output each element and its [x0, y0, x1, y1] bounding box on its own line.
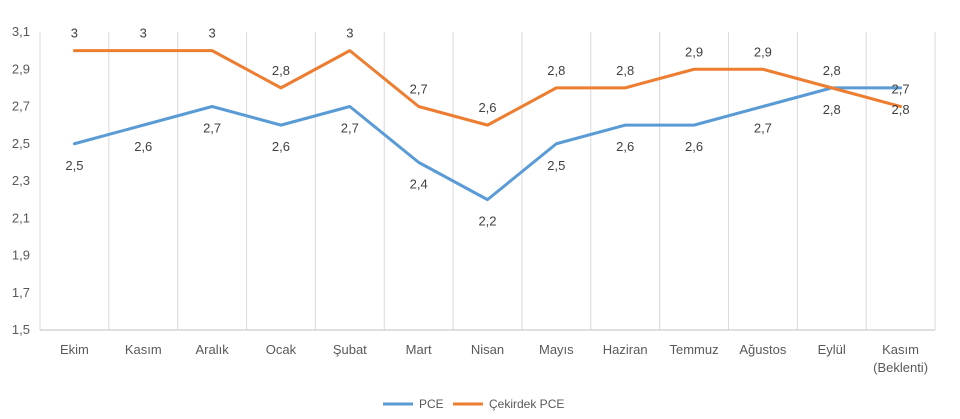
y-tick-label: 3,1 — [12, 24, 30, 39]
data-label: 2,8 — [892, 102, 910, 117]
data-label: 2,9 — [685, 44, 703, 59]
series-line--ekirdek-pce — [72, 49, 903, 127]
x-tick-label: Eylül — [818, 342, 846, 357]
x-tick-label: Ocak — [266, 342, 297, 357]
x-tick-label: Şubat — [333, 342, 367, 357]
data-label: 2,8 — [823, 63, 841, 78]
data-label: 3 — [140, 26, 147, 41]
data-label: 2,9 — [754, 44, 772, 59]
y-tick-label: 1,5 — [12, 322, 30, 337]
legend: PCE Çekirdek PCE — [383, 397, 564, 411]
grid-lines — [39, 32, 936, 330]
x-tick-label: Ekim — [60, 342, 89, 357]
data-label: 2,4 — [410, 176, 428, 191]
x-axis-ticks: Ekim Kasım Aralık Ocak Şubat Mart Nisan Mayıs Ha… — [60, 342, 928, 375]
y-tick-label: 2,7 — [12, 99, 30, 114]
data-label: 2,6 — [685, 139, 703, 154]
y-tick-label: 2,5 — [12, 136, 30, 151]
y-tick-label: 1,7 — [12, 285, 30, 300]
data-label: 2,7 — [754, 121, 772, 136]
y-tick-label: 2,1 — [12, 210, 30, 225]
x-tick-label: Kasım (Beklenti) — [873, 342, 928, 375]
data-label: 2,7 — [892, 82, 910, 97]
data-label: 2,8 — [547, 63, 565, 78]
x-tick-label: Temmuz — [669, 342, 718, 357]
data-label: 2,8 — [823, 102, 841, 117]
x-tick-label: Kasım — [125, 342, 162, 357]
y-tick-label: 2,3 — [12, 173, 30, 188]
y-axis-ticks: 1,5 1,7 1,9 2,1 2,3 2,5 2,7 2,9 3,1 — [12, 24, 30, 337]
data-label: 3 — [208, 26, 215, 41]
y-tick-label: 2,9 — [12, 61, 30, 76]
data-labels: 2,5 2,6 2,7 2,6 2,7 2,4 2,2 2,5 2,6 2,6 2,7 2,8 2,8 3… — [65, 26, 909, 229]
data-label: 2,6 — [616, 139, 634, 154]
data-label: 2,5 — [547, 158, 565, 173]
legend-label: Çekirdek PCE — [489, 397, 564, 411]
data-label: 2,6 — [478, 100, 496, 115]
x-tick-label: Mart — [406, 342, 432, 357]
series-line-pce — [72, 86, 903, 202]
data-label: 2,7 — [410, 82, 428, 97]
data-label: 2,2 — [478, 214, 496, 229]
x-tick-label: Mayıs — [539, 342, 574, 357]
data-label: 2,6 — [134, 139, 152, 154]
x-tick-label: Aralık — [195, 342, 229, 357]
series-lines — [72, 49, 903, 202]
data-label: 2,7 — [341, 121, 359, 136]
data-label: 2,5 — [65, 158, 83, 173]
data-label: 3 — [346, 26, 353, 41]
data-label: 2,8 — [272, 63, 290, 78]
y-tick-label: 1,9 — [12, 248, 30, 263]
data-label: 2,6 — [272, 139, 290, 154]
x-tick-label: Nisan — [471, 342, 504, 357]
legend-label: PCE — [419, 397, 444, 411]
x-tick-label: Ağustos — [739, 342, 786, 357]
data-label: 2,8 — [616, 63, 634, 78]
x-tick-label: Haziran — [603, 342, 648, 357]
data-label: 3 — [71, 26, 78, 41]
data-label: 2,7 — [203, 121, 221, 136]
